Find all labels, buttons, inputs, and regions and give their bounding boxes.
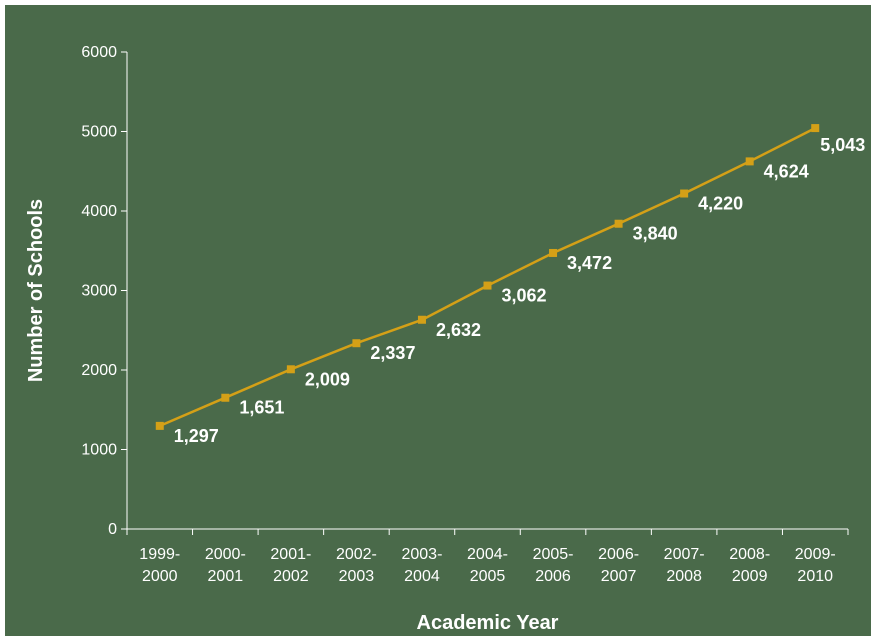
series-marker <box>417 315 426 324</box>
series-marker <box>483 281 492 290</box>
y-tick-label: 0 <box>108 521 117 538</box>
x-tick-label: 2008-2009 <box>729 546 770 585</box>
data-label: 1,651 <box>239 398 284 418</box>
y-tick-label: 6000 <box>81 44 117 61</box>
data-label: 5,043 <box>820 135 865 155</box>
x-axis-title: Academic Year <box>417 612 559 634</box>
series-marker <box>549 248 558 257</box>
x-tick-label: 2001-2002 <box>270 546 311 585</box>
data-label: 1,297 <box>174 426 219 446</box>
series-marker <box>811 124 820 133</box>
data-label: 2,337 <box>370 343 415 363</box>
y-tick-label: 1000 <box>81 442 117 459</box>
data-label: 4,624 <box>764 161 809 181</box>
x-tick-label: 2004-2005 <box>467 546 508 585</box>
series-line <box>159 126 816 428</box>
x-tick-label: 1999-2000 <box>139 546 180 585</box>
data-label: 3,062 <box>502 286 547 306</box>
y-tick-label: 5000 <box>81 124 117 141</box>
x-tick-label: 2002-2003 <box>336 546 377 585</box>
series-marker <box>614 219 623 228</box>
axes <box>126 52 848 530</box>
series-marker <box>286 365 295 374</box>
series-markers <box>155 124 820 430</box>
y-axis-title: Number of Schools <box>25 199 47 382</box>
y-tick-label: 3000 <box>81 283 117 300</box>
x-tick-label: 2006-2007 <box>598 546 639 585</box>
series-marker <box>680 189 689 198</box>
x-tick-label: 2007-2008 <box>664 546 705 585</box>
data-label: 2,632 <box>436 320 481 340</box>
chart-background <box>5 5 871 636</box>
x-tick-label: 2009-2010 <box>795 546 836 585</box>
data-label: 3,840 <box>633 224 678 244</box>
y-tick-label: 2000 <box>81 362 117 379</box>
data-label: 3,472 <box>567 253 612 273</box>
x-tick-label: 2005-2006 <box>533 546 574 585</box>
data-label: 2,009 <box>305 369 350 389</box>
data-labels: 1,297 1,651 2,009 2,337 2,632 3,062 3,472 3,840… <box>174 135 866 446</box>
series-marker <box>221 393 230 402</box>
series-marker <box>155 421 164 430</box>
y-axis-ticks: 0 1000 2000 3000 4000 5000 6000 <box>81 44 127 538</box>
series-marker <box>745 157 754 166</box>
y-tick-label: 4000 <box>81 203 117 220</box>
x-tick-label: 2003-2004 <box>401 546 442 585</box>
data-label: 4,220 <box>698 194 743 214</box>
series-marker <box>352 339 361 348</box>
x-tick-label: 2000-2001 <box>205 546 246 585</box>
x-axis-ticks: 1999-2000 2000-2001 2001-2002 2002-2003 2003… <box>126 529 849 585</box>
